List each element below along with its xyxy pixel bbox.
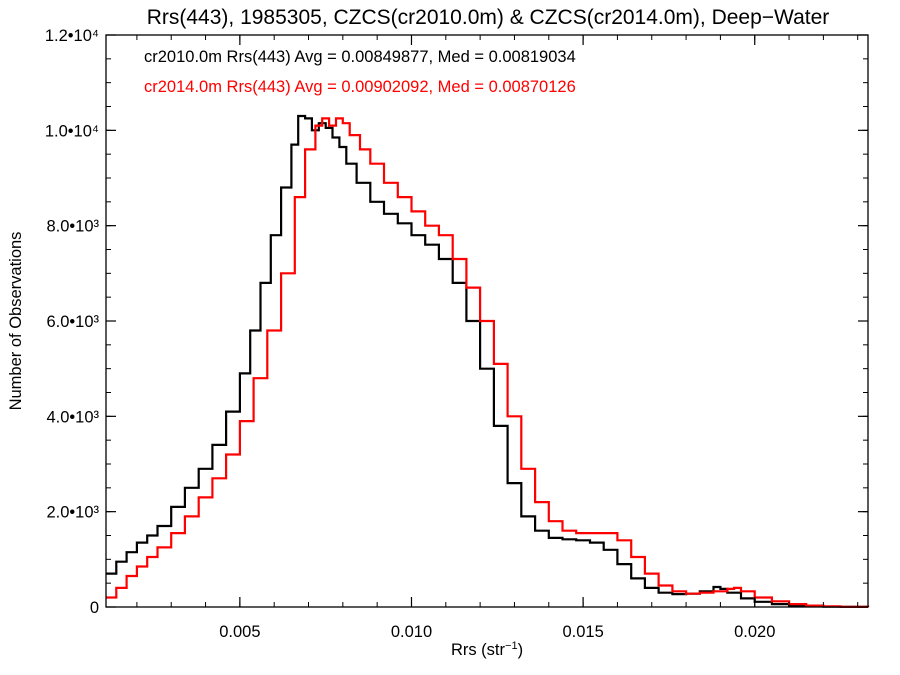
series-line-cr2010-0m: [106, 114, 870, 608]
y-tick-label: 4.0•10³: [46, 408, 99, 426]
tick-label-layer: 0.005 0.010 0.015 0.020 0 2.0•10³ 4.0•10³ 6.0•1…: [45, 27, 776, 641]
y-tick-label: 1.2•10⁴: [45, 27, 99, 45]
y-tick-label: 1.0•10⁴: [45, 122, 99, 140]
x-tick-label: 0.020: [734, 623, 775, 641]
annotation-cr2010: cr2010.0m Rrs(443) Avg = 0.00849877, Med…: [144, 48, 576, 66]
x-axis-label: Rrs (str−1): [451, 640, 523, 659]
y-axis-label: Number of Observations: [7, 232, 25, 411]
chart-title: Rrs(443), 1985305, CZCS(cr2010.0m) & CZC…: [147, 6, 830, 29]
series-line-cr2014-0m: [106, 117, 870, 608]
x-tick-label: 0.015: [562, 623, 603, 641]
x-tick-label: 0.010: [391, 623, 432, 641]
y-tick-label: 0: [90, 599, 99, 617]
annotation-cr2014: cr2014.0m Rrs(443) Avg = 0.00902092, Med…: [144, 78, 576, 96]
series-layer: [106, 114, 870, 608]
y-tick-label: 2.0•10³: [46, 504, 99, 522]
tick-layer: [106, 34, 868, 608]
x-tick-label: 0.005: [219, 623, 260, 641]
y-tick-label: 6.0•10³: [46, 313, 99, 331]
y-tick-label: 8.0•10³: [46, 218, 99, 236]
